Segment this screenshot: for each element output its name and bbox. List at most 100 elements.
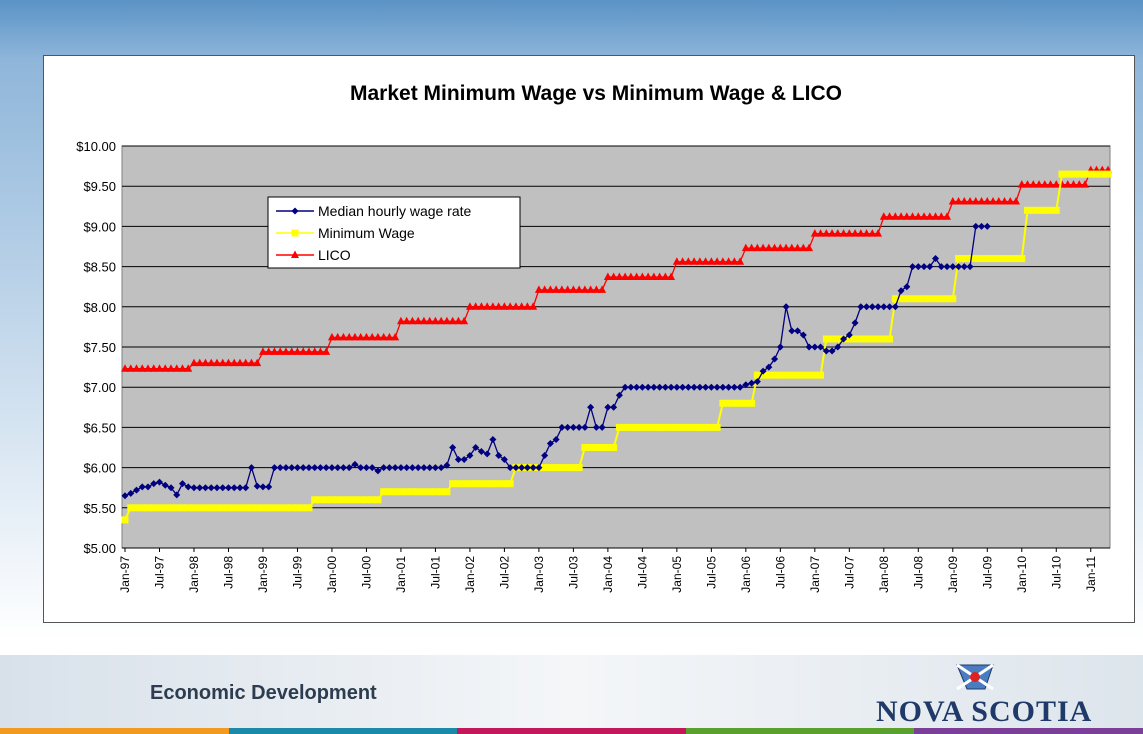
data-point bbox=[178, 504, 186, 512]
data-point bbox=[610, 444, 618, 451]
data-point bbox=[288, 504, 296, 512]
data-point bbox=[190, 504, 198, 512]
data-point bbox=[580, 285, 589, 293]
data-point bbox=[713, 383, 721, 391]
data-point bbox=[592, 423, 600, 431]
data-point bbox=[259, 504, 267, 512]
data-point bbox=[506, 464, 514, 472]
data-point bbox=[1081, 180, 1090, 188]
data-point bbox=[771, 355, 779, 363]
legend-label: Median hourly wage rate bbox=[318, 203, 472, 219]
x-tick-label: Jul-10 bbox=[1049, 556, 1063, 589]
data-point bbox=[546, 439, 554, 447]
data-point bbox=[431, 488, 439, 496]
data-point bbox=[167, 504, 175, 512]
data-point bbox=[586, 285, 595, 293]
data-point bbox=[868, 335, 876, 343]
data-point bbox=[150, 480, 158, 488]
data-point bbox=[558, 464, 566, 472]
data-point bbox=[374, 496, 382, 504]
data-point bbox=[425, 316, 434, 325]
data-point bbox=[1104, 170, 1112, 178]
data-point bbox=[431, 316, 440, 325]
data-point bbox=[230, 504, 238, 512]
data-point bbox=[483, 450, 491, 458]
data-point bbox=[236, 484, 244, 492]
data-point bbox=[385, 332, 394, 341]
data-point bbox=[184, 364, 193, 372]
data-point bbox=[437, 488, 445, 496]
data-point bbox=[937, 212, 946, 220]
data-point bbox=[603, 272, 612, 281]
data-point bbox=[1023, 180, 1032, 188]
data-point bbox=[978, 222, 986, 230]
data-point bbox=[621, 423, 629, 431]
data-point bbox=[557, 285, 566, 293]
data-point bbox=[356, 332, 365, 341]
data-point bbox=[748, 399, 756, 407]
data-point bbox=[1029, 180, 1038, 188]
data-point bbox=[793, 243, 802, 252]
data-point bbox=[822, 229, 831, 237]
data-point bbox=[874, 229, 883, 237]
y-tick-label: $9.50 bbox=[83, 179, 116, 194]
data-point bbox=[511, 302, 520, 310]
data-point bbox=[788, 327, 796, 335]
data-point bbox=[552, 435, 560, 443]
data-point bbox=[161, 481, 169, 489]
x-tick-label: Jan-04 bbox=[601, 556, 615, 593]
data-point bbox=[299, 347, 308, 355]
legend-marker bbox=[291, 229, 299, 237]
data-point bbox=[834, 335, 842, 343]
data-point bbox=[1052, 206, 1060, 214]
color-stripes bbox=[0, 728, 1143, 734]
data-point bbox=[563, 285, 572, 293]
data-point bbox=[886, 303, 894, 311]
data-point bbox=[943, 295, 951, 303]
data-point bbox=[443, 461, 451, 469]
data-point bbox=[725, 383, 733, 391]
data-point bbox=[656, 383, 664, 391]
data-point bbox=[799, 331, 807, 339]
data-point bbox=[219, 504, 227, 512]
data-point bbox=[253, 482, 261, 490]
data-point bbox=[661, 383, 669, 391]
x-tick-label: Jan-10 bbox=[1015, 556, 1029, 593]
data-point bbox=[414, 488, 422, 496]
data-point bbox=[581, 444, 589, 451]
data-point bbox=[287, 347, 296, 355]
data-point bbox=[1075, 180, 1084, 188]
data-point bbox=[661, 423, 669, 431]
data-point bbox=[983, 222, 991, 230]
data-point bbox=[322, 496, 330, 504]
data-point bbox=[253, 504, 261, 512]
data-point bbox=[529, 302, 538, 310]
data-point bbox=[718, 257, 727, 265]
data-point bbox=[811, 371, 819, 379]
data-point bbox=[615, 423, 623, 431]
data-point bbox=[868, 229, 877, 237]
data-point bbox=[816, 229, 825, 237]
data-point bbox=[943, 263, 951, 271]
data-point bbox=[132, 504, 140, 512]
data-point bbox=[224, 358, 233, 367]
y-tick-label: $10.00 bbox=[76, 139, 116, 154]
data-point bbox=[546, 285, 555, 293]
data-point bbox=[592, 444, 600, 451]
data-point bbox=[1006, 196, 1015, 205]
data-point bbox=[966, 263, 974, 271]
data-point bbox=[368, 496, 376, 504]
data-point bbox=[265, 483, 273, 491]
footer: Economic Development NOVA SCOTIA bbox=[0, 655, 1143, 734]
data-point bbox=[932, 295, 940, 303]
data-point bbox=[581, 423, 589, 431]
data-point bbox=[690, 423, 698, 431]
data-point bbox=[535, 464, 543, 472]
x-tick-label: Jul-02 bbox=[497, 556, 511, 589]
data-point bbox=[454, 480, 462, 488]
data-point bbox=[695, 257, 704, 265]
data-point bbox=[495, 452, 503, 460]
data-point bbox=[701, 257, 710, 265]
data-point bbox=[517, 302, 526, 310]
data-point bbox=[575, 464, 583, 472]
